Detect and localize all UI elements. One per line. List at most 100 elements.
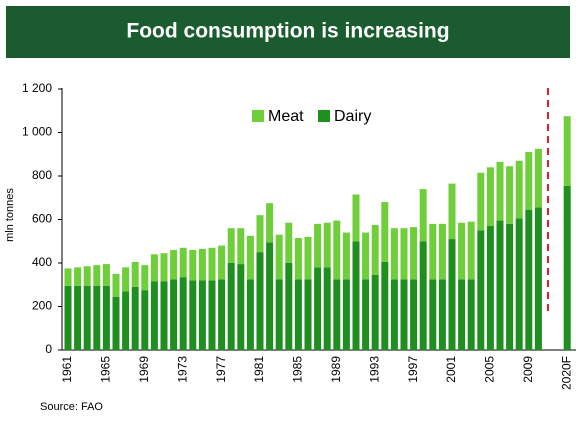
bar-segment	[93, 265, 101, 286]
bar-segment	[131, 261, 139, 287]
bar-segment	[102, 285, 110, 350]
x-tick-label: 2005	[483, 356, 497, 383]
bar-segment	[419, 241, 427, 350]
bar-segment	[534, 207, 542, 350]
bar-segment	[189, 280, 197, 350]
bar-segment	[467, 221, 475, 280]
bar-segment	[352, 241, 360, 350]
bar-segment	[189, 249, 197, 281]
bar-segment	[74, 267, 82, 286]
x-tick-label: 2009	[521, 356, 535, 383]
y-tick-label: 200	[32, 299, 52, 313]
bar-segment	[275, 279, 283, 350]
bar-segment	[227, 263, 235, 350]
x-tick-label: 2001	[444, 356, 458, 383]
bar-segment	[256, 215, 264, 253]
y-tick-label: 800	[32, 168, 52, 182]
bar-segment	[458, 222, 466, 280]
bar-segment	[112, 273, 120, 297]
bar-segment	[410, 279, 418, 350]
bar-segment	[294, 279, 302, 350]
bar-segment	[400, 279, 408, 350]
bar-segment	[266, 242, 274, 350]
bar-segment	[371, 224, 379, 275]
bar-segment	[515, 160, 523, 219]
bar-segment	[150, 254, 158, 282]
bar-segment	[477, 230, 485, 350]
x-tick-label: 1989	[329, 356, 343, 383]
x-tick-label: 1977	[214, 356, 228, 383]
bar-segment	[285, 263, 293, 350]
x-tick-label: 1985	[291, 356, 305, 383]
bar-segment	[390, 228, 398, 280]
bar-segment	[198, 280, 206, 350]
bar-segment	[285, 222, 293, 263]
x-tick-label: 1965	[99, 356, 113, 383]
bar-segment	[525, 152, 533, 210]
bar-segment	[237, 228, 245, 265]
bar-segment	[342, 279, 350, 350]
bar-segment	[419, 189, 427, 242]
bar-segment	[448, 183, 456, 240]
x-tick-label: 1969	[137, 356, 151, 383]
bar-segment	[102, 264, 110, 286]
bar-segment	[486, 167, 494, 227]
bar-segment	[83, 266, 91, 286]
y-tick-label: 400	[32, 255, 52, 269]
bar-segment	[314, 267, 322, 350]
bar-segment	[83, 285, 91, 350]
bar-segment	[496, 220, 504, 350]
y-tick-label: 1 000	[22, 125, 52, 139]
x-tick-label: 1993	[367, 356, 381, 383]
bar-segment	[122, 291, 130, 350]
bar-segment	[506, 166, 514, 224]
bar-segment	[256, 252, 264, 350]
bar-segment	[458, 279, 466, 350]
bar-segment	[198, 248, 206, 281]
bar-segment	[64, 268, 72, 286]
legend-swatch	[318, 110, 330, 122]
y-axis-label: mln tonnes	[4, 188, 16, 242]
bar-segment	[160, 253, 168, 282]
bar-segment	[160, 281, 168, 350]
bar-segment	[294, 237, 302, 280]
y-tick-label: 1 200	[22, 81, 52, 95]
bar-segment	[371, 274, 379, 350]
bar-segment	[304, 236, 312, 280]
x-tick-label: 1981	[252, 356, 266, 383]
bar-segment	[429, 279, 437, 350]
y-tick-label: 600	[32, 212, 52, 226]
bar-segment	[333, 279, 341, 350]
bar-segment	[122, 267, 130, 292]
bar-segment	[150, 281, 158, 350]
bar-segment	[342, 232, 350, 280]
bar-segment	[438, 279, 446, 350]
legend-swatch	[252, 110, 264, 122]
source: Source: FAO	[40, 401, 103, 413]
bar-segment	[381, 202, 389, 262]
bar-segment	[237, 264, 245, 350]
bar-segment	[410, 227, 418, 280]
bar-segment	[314, 223, 322, 268]
bar-segment	[534, 148, 542, 208]
bar-segment	[131, 286, 139, 350]
bar-segment	[170, 249, 178, 280]
bar-segment	[448, 239, 456, 350]
bar-segment	[486, 226, 494, 350]
legend-label: Dairy	[334, 108, 371, 125]
bar-segment	[390, 279, 398, 350]
x-tick-label: 1961	[60, 356, 74, 383]
bar-segment	[266, 203, 274, 243]
bar-segment	[323, 267, 331, 350]
bar-segment	[93, 285, 101, 350]
bar-segment	[218, 245, 226, 280]
bar-segment	[496, 161, 504, 221]
chart-title: Food consumption is increasing	[126, 20, 449, 43]
bar-segment	[141, 290, 149, 350]
bar-segment	[170, 279, 178, 350]
x-tick-label: 1973	[175, 356, 189, 383]
x-tick-label: 2020F	[559, 356, 573, 390]
bar-segment	[218, 279, 226, 350]
y-tick-label: 0	[45, 342, 52, 356]
